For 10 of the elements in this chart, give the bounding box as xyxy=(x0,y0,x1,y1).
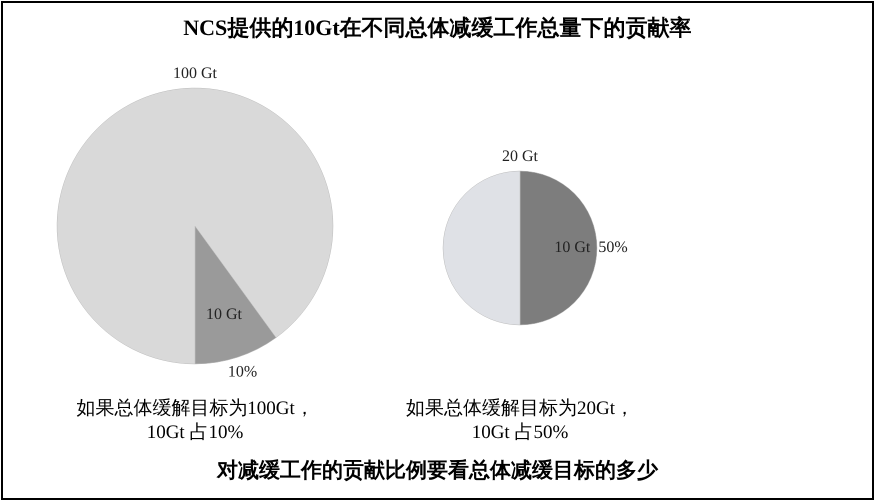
slice-label: 10 Gt xyxy=(206,306,243,323)
chart-subtitle: 100 Gt xyxy=(173,64,218,82)
chart-subtitle: 20 Gt xyxy=(502,148,539,165)
text: 如果总体缓解目标为20Gt， 10Gt 占50% xyxy=(406,398,634,444)
text: 对减缓工作的贡献比例要看总体减缓目标的多少 xyxy=(216,458,659,482)
data-label: 10% xyxy=(228,363,258,380)
data-label: 50% xyxy=(598,238,628,256)
text: 如果总体缓解目标为100Gt， 10Gt 占10% xyxy=(76,398,314,444)
slice-label: 10 Gt xyxy=(554,238,591,256)
text: NCS提供的10Gt在不同总体减缓工作总量下的贡献率 xyxy=(183,15,692,40)
